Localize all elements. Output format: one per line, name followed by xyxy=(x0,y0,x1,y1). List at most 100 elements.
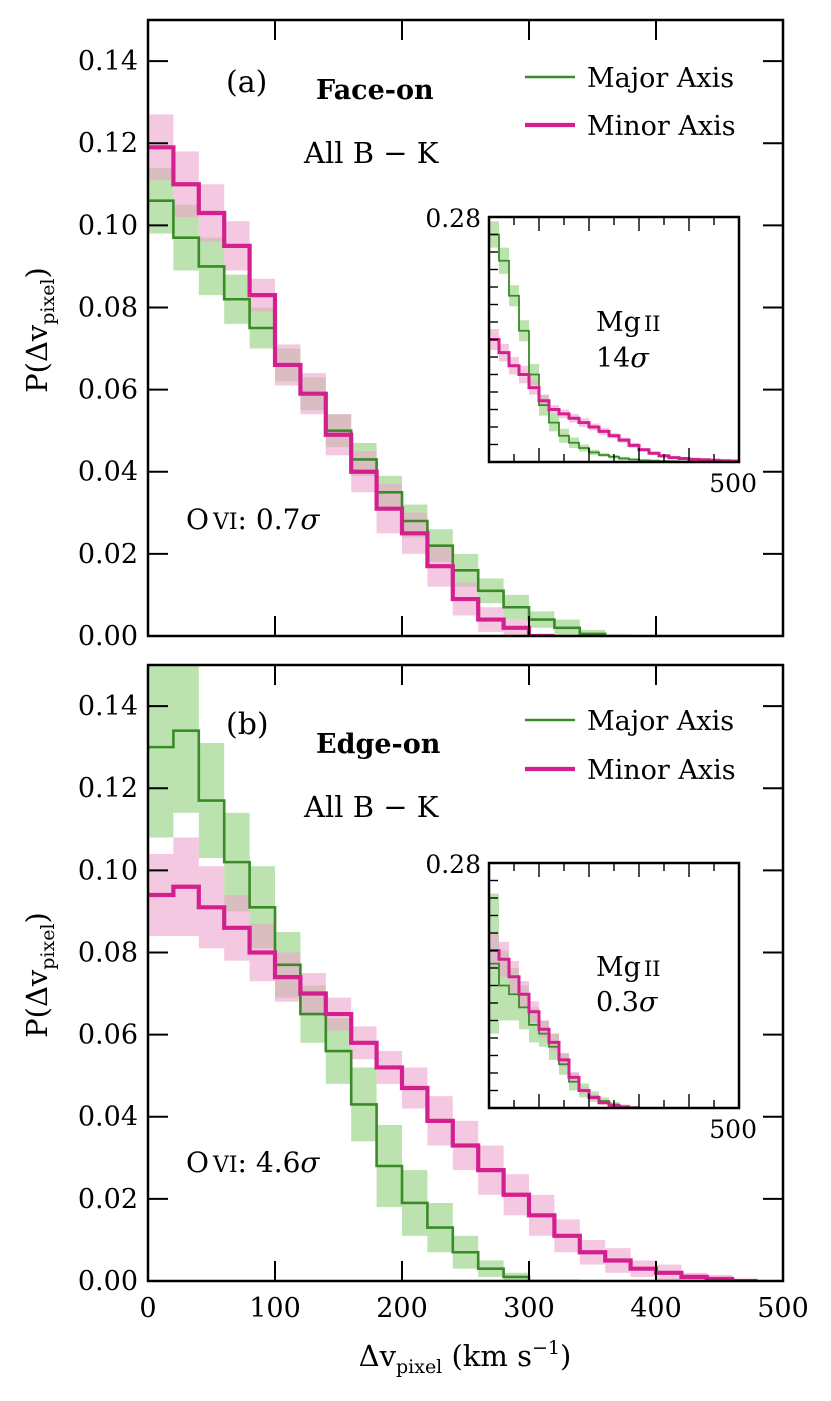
ylabel-sub: pixel xyxy=(37,923,59,969)
inset-b-significance: 0.3σ xyxy=(596,987,659,1018)
inset-b-xmax: 500 xyxy=(709,1115,757,1144)
ytick-label: 0.10 xyxy=(78,855,138,886)
ytick-label: 0.10 xyxy=(78,210,138,241)
panel-b-ytick-labels: 0.00 0.02 0.04 0.06 0.08 0.10 0.12 0.14 xyxy=(78,691,138,1297)
ylabel-main: P(Δv xyxy=(20,969,54,1038)
ylabel-end: ) xyxy=(20,912,54,923)
panel-b-ylabel: P(Δvpixel) xyxy=(20,912,59,1038)
annotation-ion: O xyxy=(186,1146,209,1179)
panel-a-ylabel: P(Δvpixel) xyxy=(20,267,59,393)
panel-b-xlabel: Δvpixel (km s−1) xyxy=(359,1337,572,1378)
panel-b-title: Edge-on xyxy=(316,729,441,760)
ylabel-sub: pixel xyxy=(37,278,59,324)
panel-a-frame xyxy=(146,18,785,638)
xlabel-main: Δv xyxy=(359,1339,397,1373)
inset-a-background xyxy=(489,217,739,462)
legend-label-minor: Minor Axis xyxy=(587,755,736,786)
inset-a-title: Mg II xyxy=(596,307,661,338)
inset-b-lines xyxy=(489,949,649,1108)
ytick-label: 0.02 xyxy=(78,1184,138,1215)
inset-minor-axis-step-line xyxy=(489,338,739,462)
inset-a-ymax: 0.28 xyxy=(425,204,481,233)
annotation-ion-stage: VI xyxy=(212,1153,238,1178)
xlabel-sub: pixel xyxy=(396,1356,442,1378)
inset-b-sig-num: 0.3 xyxy=(596,987,639,1018)
ytick-label: 0.14 xyxy=(78,46,138,77)
panel-b-legend: Major Axis Minor Axis xyxy=(525,706,736,786)
panel-a-inset: 0.28 500 Mg II 14σ xyxy=(425,204,757,498)
panel-a-annotation: O VI: 0.7σ xyxy=(186,503,320,536)
panel-b-annotation: O VI: 4.6σ xyxy=(186,1146,320,1179)
xlabel-exp: −1 xyxy=(532,1337,560,1359)
inset-a-significance: 14σ xyxy=(596,343,650,374)
inset-a-title-ion: Mg xyxy=(596,307,641,338)
ytick-label: 0.12 xyxy=(78,128,138,159)
minor-axis-step-line xyxy=(148,145,555,636)
xtick-label: 100 xyxy=(249,1293,301,1324)
annotation-sep: : xyxy=(238,1146,256,1179)
panel-a-legend: Major Axis Minor Axis xyxy=(525,63,736,142)
panel-b-frame xyxy=(146,663,785,1283)
panel-a-lines xyxy=(148,145,631,636)
ytick-label: 0.06 xyxy=(78,1020,138,1051)
inset-b-frame xyxy=(487,861,741,1110)
panel-a-ytick-labels: 0.00 0.02 0.04 0.06 0.08 0.10 0.12 0.14 xyxy=(78,46,138,652)
xtick-label: 400 xyxy=(630,1293,682,1324)
inset-b-ticks xyxy=(489,863,715,1108)
xtick-label: 0 xyxy=(139,1293,156,1324)
ytick-label: 0.04 xyxy=(78,457,138,488)
ytick-label: 0.02 xyxy=(78,539,138,570)
legend-label-minor: Minor Axis xyxy=(587,111,736,142)
annotation-sig-num: 4.6 xyxy=(256,1146,301,1179)
panel-a-label: (a) xyxy=(226,65,267,100)
inset-b-title-stage: II xyxy=(644,957,661,981)
inset-a-ticks xyxy=(489,217,715,462)
major-axis-error-band xyxy=(148,665,174,838)
major-axis-error-band xyxy=(173,665,199,813)
xtick-label: 500 xyxy=(757,1293,809,1324)
inset-b-title-ion: Mg xyxy=(596,952,641,983)
annotation-ion-stage: VI xyxy=(212,510,238,535)
ytick-label: 0.08 xyxy=(78,937,138,968)
inset-a-xmax: 500 xyxy=(709,469,757,498)
xtick-label: 200 xyxy=(376,1293,428,1324)
major-axis-step-line xyxy=(148,199,631,636)
panel-a-subtitle: All B − K xyxy=(303,136,440,170)
ytick-label: 0.14 xyxy=(78,691,138,722)
legend-label-major: Major Axis xyxy=(587,706,734,737)
inset-a-frame xyxy=(487,215,741,464)
ytick-label: 0.12 xyxy=(78,773,138,804)
annotation-sig-sym: σ xyxy=(300,503,320,536)
panel-b-inset: 0.28 500 Mg II 0.3σ xyxy=(425,850,757,1144)
ytick-label: 0.08 xyxy=(78,292,138,323)
annotation-sig-sym: σ xyxy=(300,1146,320,1179)
annotation-sig-num: 0.7 xyxy=(256,503,301,536)
xlabel-units: (km s xyxy=(442,1339,532,1373)
annotation-ion: O xyxy=(186,503,209,536)
inset-b-title: Mg II xyxy=(596,952,661,983)
ytick-label: 0.00 xyxy=(78,1266,138,1297)
xlabel-end: ) xyxy=(560,1339,571,1373)
inset-b-ymax: 0.28 xyxy=(425,850,481,879)
ylabel-main: P(Δv xyxy=(20,324,54,393)
ytick-label: 0.06 xyxy=(78,375,138,406)
xtick-label: 300 xyxy=(503,1293,555,1324)
ytick-label: 0.00 xyxy=(78,621,138,652)
ytick-label: 0.04 xyxy=(78,1102,138,1133)
panel-a-title: Face-on xyxy=(316,75,434,106)
ylabel-end: ) xyxy=(20,267,54,278)
annotation-sep: : xyxy=(238,503,256,536)
inset-a-sig-sym: σ xyxy=(630,343,650,374)
legend-label-major: Major Axis xyxy=(587,63,734,94)
inset-minor-axis-step-line xyxy=(489,949,639,1108)
panel-b: 0.00 0.02 0.04 0.06 0.08 0.10 0.12 0.14 0 100 200… xyxy=(20,663,809,1378)
inset-a-title-stage: II xyxy=(644,312,661,336)
panel-a: 0.00 0.02 0.04 0.06 0.08 0.10 0.12 0.14 (a) Fac… xyxy=(20,18,785,652)
inset-b-sig-sym: σ xyxy=(639,987,659,1018)
inset-a-sig-num: 14 xyxy=(596,343,630,374)
panel-b-subtitle: All B − K xyxy=(303,790,440,824)
panel-b-label: (b) xyxy=(226,707,269,742)
panel-b-xtick-labels: 0 100 200 300 400 500 xyxy=(139,1293,808,1324)
major-axis-step-line xyxy=(148,729,580,1281)
